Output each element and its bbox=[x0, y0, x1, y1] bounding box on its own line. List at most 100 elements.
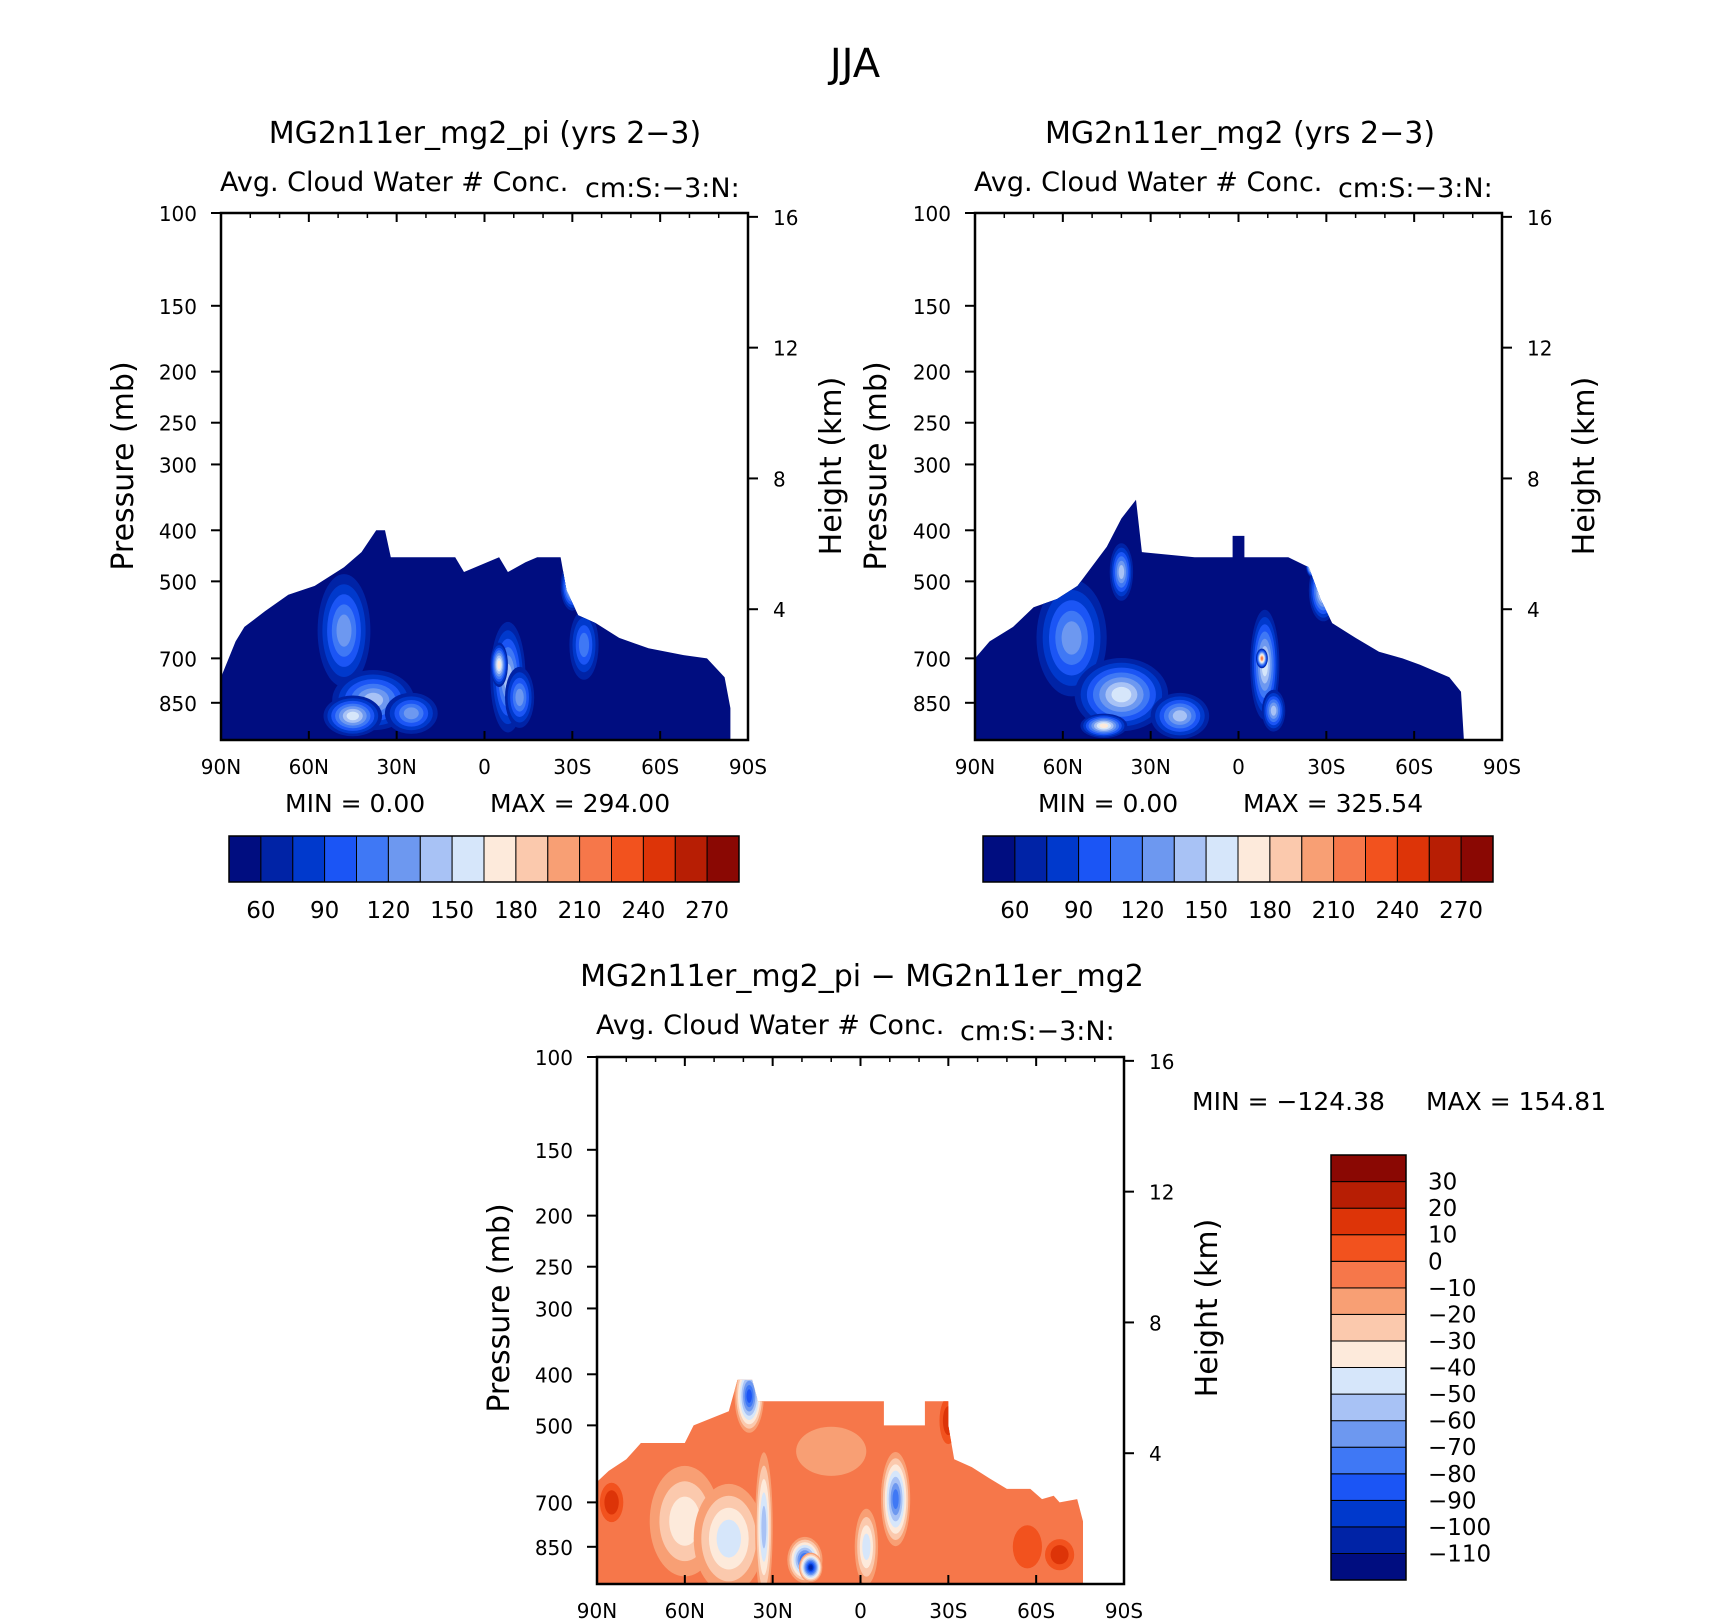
colorbar-swatch bbox=[547, 835, 581, 883]
panel-pi-cloud-water: MG2n11er_mg2_pi (yrs 2−3) Avg. Cloud Wat… bbox=[106, 116, 849, 924]
x-tick-label: 90N bbox=[577, 1599, 617, 1621]
y-right-tick-label: 16 bbox=[773, 206, 798, 230]
colorbar: 60 90 120 150 180 210 240 270 bbox=[228, 835, 740, 924]
contour-region bbox=[1309, 560, 1314, 570]
y-tick-label: 100 bbox=[913, 202, 951, 226]
colorbar-swatch bbox=[982, 835, 1016, 883]
colorbar-label: 30 bbox=[1428, 1170, 1457, 1196]
colorbar-label: 210 bbox=[558, 898, 602, 924]
x-tick-label: 0 bbox=[478, 755, 491, 779]
y-tick-label: 700 bbox=[535, 1491, 573, 1515]
x-tick-label: 60N bbox=[289, 755, 329, 779]
colorbar-frame bbox=[982, 835, 1494, 883]
y-tick-label: 400 bbox=[535, 1363, 573, 1387]
contour-region bbox=[336, 614, 352, 647]
y-tick-label: 150 bbox=[159, 295, 197, 319]
y-tick-label: 700 bbox=[913, 647, 951, 671]
y-right-tick-label: 12 bbox=[773, 337, 798, 361]
y-tick-label: 250 bbox=[159, 412, 197, 436]
colorbar-swatch bbox=[1330, 1287, 1407, 1315]
contour-region bbox=[796, 1426, 867, 1476]
colorbar-swatch bbox=[611, 835, 644, 883]
y-tick-label: 150 bbox=[913, 295, 951, 319]
panel-subtitle: Avg. Cloud Water # Conc. bbox=[974, 167, 1322, 198]
y-axis-label-height: Height (km) bbox=[1190, 1219, 1225, 1398]
colorbar-label: 150 bbox=[1184, 898, 1228, 924]
y-tick-label: 300 bbox=[535, 1297, 573, 1321]
colorbar-swatch bbox=[1330, 1393, 1407, 1422]
colorbar-swatch bbox=[1330, 1552, 1407, 1581]
colorbar: 3020100−10−20−30−40−50−60−70−80−90−100−1… bbox=[1330, 1154, 1491, 1581]
contour-region bbox=[1309, 559, 1315, 571]
y-right-tick-label: 4 bbox=[1149, 1442, 1162, 1466]
contour-region bbox=[566, 572, 579, 600]
colorbar-swatch bbox=[1396, 835, 1430, 883]
panel-units: cm:S:−3:N: bbox=[585, 173, 740, 204]
y-right-tick-label: 16 bbox=[1149, 1050, 1174, 1074]
contour-region bbox=[569, 557, 582, 582]
colorbar-label: −20 bbox=[1428, 1302, 1477, 1328]
colorbar-swatch bbox=[1330, 1234, 1407, 1262]
contour-region bbox=[892, 1489, 899, 1509]
colorbar-swatch bbox=[260, 835, 294, 883]
contour-region bbox=[1012, 1525, 1042, 1569]
colorbar-swatch bbox=[1460, 835, 1494, 883]
x-tick-label: 30N bbox=[1130, 755, 1170, 779]
contour-region bbox=[1310, 562, 1313, 568]
colorbar-swatch bbox=[1330, 1420, 1407, 1448]
colorbar-swatch bbox=[1330, 1207, 1407, 1236]
contour-region bbox=[515, 688, 524, 707]
field-background bbox=[221, 530, 731, 740]
colorbar-label: 60 bbox=[246, 898, 275, 924]
contour-region bbox=[563, 566, 582, 605]
y-tick-label: 100 bbox=[535, 1046, 573, 1070]
contour-region bbox=[1172, 710, 1187, 722]
panel-units: cm:S:−3:N: bbox=[960, 1016, 1115, 1047]
colorbar-swatch bbox=[1110, 835, 1143, 883]
colorbar-label: −80 bbox=[1428, 1462, 1477, 1488]
y-axis-label-pressure: Pressure (mb) bbox=[106, 361, 141, 570]
colorbar-label: 210 bbox=[1312, 898, 1356, 924]
x-tick-label: 90S bbox=[729, 755, 767, 779]
contour-region bbox=[1319, 580, 1328, 600]
colorbar-swatch bbox=[1269, 835, 1303, 883]
colorbar-swatch bbox=[1330, 1181, 1407, 1209]
colorbar-swatch bbox=[1301, 835, 1335, 883]
colorbar-label: 90 bbox=[1064, 898, 1093, 924]
x-tick-label: 60S bbox=[1017, 1599, 1055, 1621]
contour-region bbox=[572, 562, 579, 577]
contour-region bbox=[497, 660, 501, 669]
colorbar-swatch bbox=[451, 835, 485, 883]
colorbar: 60 90 120 150 180 210 240 270 bbox=[982, 835, 1494, 924]
contour-region bbox=[1308, 558, 1315, 572]
colorbar-swatch bbox=[515, 835, 549, 883]
colorbar-label: 270 bbox=[685, 898, 729, 924]
colorbar-swatch bbox=[1330, 1499, 1407, 1528]
colorbar-frame bbox=[1330, 1154, 1407, 1581]
min-value: MIN = 0.00 bbox=[1038, 789, 1178, 818]
y-tick-label: 500 bbox=[535, 1414, 573, 1438]
colorbar-label: 10 bbox=[1428, 1223, 1457, 1249]
y-axis-label-pressure: Pressure (mb) bbox=[859, 361, 894, 570]
colorbar-label: 60 bbox=[1000, 898, 1029, 924]
y-tick-label: 200 bbox=[535, 1205, 573, 1229]
contour-region bbox=[1061, 621, 1082, 655]
colorbar-swatch bbox=[1330, 1313, 1407, 1342]
colorbar-label: −90 bbox=[1428, 1488, 1477, 1514]
contour-region bbox=[808, 1565, 813, 1570]
colorbar-label: 240 bbox=[1375, 898, 1419, 924]
min-value: MIN = 0.00 bbox=[285, 789, 425, 818]
y-axis-label-height: Height (km) bbox=[814, 377, 849, 556]
max-value: MAX = 294.00 bbox=[490, 789, 670, 818]
x-tick-label: 30N bbox=[376, 755, 416, 779]
x-tick-label: 0 bbox=[854, 1599, 867, 1621]
y-right-tick-label: 12 bbox=[1149, 1181, 1174, 1205]
contour-region bbox=[1320, 584, 1327, 597]
contour-region bbox=[570, 581, 575, 591]
contour-region bbox=[346, 711, 359, 721]
contour-plot: 90N 60N 30N 0 30S 60S 90S 100 150 200 250 300 400 500… bbox=[535, 1046, 1175, 1621]
contour-plot: 90N 60N 30N 0 30S 60S 90S 100 150 200 250 300 400 500… bbox=[913, 202, 1553, 779]
colorbar-swatch bbox=[1330, 1473, 1407, 1501]
colorbar-swatch bbox=[356, 835, 389, 883]
